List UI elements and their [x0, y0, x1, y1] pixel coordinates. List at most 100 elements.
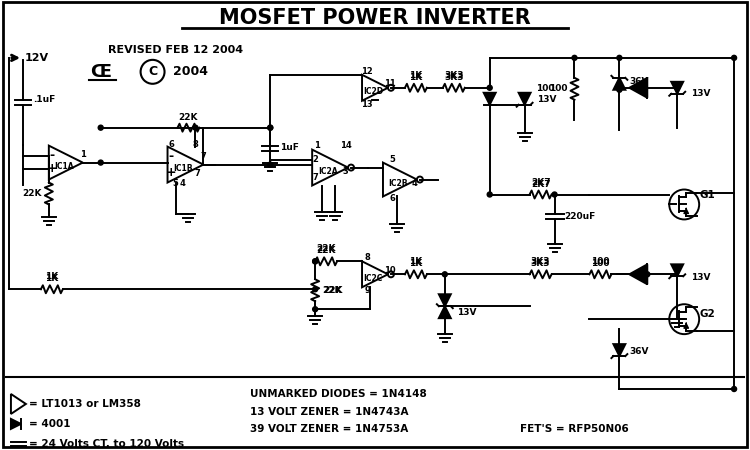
Circle shape: [675, 86, 680, 90]
Text: 7: 7: [313, 173, 318, 182]
Text: MOSFET POWER INVERTER: MOSFET POWER INVERTER: [219, 8, 531, 28]
Text: .1uF: .1uF: [33, 95, 56, 104]
Text: 100: 100: [549, 84, 568, 93]
Text: IC1A: IC1A: [54, 162, 74, 171]
Text: 2K7: 2K7: [531, 177, 550, 186]
Polygon shape: [11, 419, 21, 429]
Text: 22K: 22K: [178, 112, 198, 122]
Text: 13 VOLT ZENER = 1N4743A: 13 VOLT ZENER = 1N4743A: [251, 407, 409, 417]
Circle shape: [268, 125, 273, 130]
Text: G1: G1: [699, 189, 715, 199]
Text: +: +: [165, 166, 176, 179]
Text: G2: G2: [699, 309, 715, 319]
Text: 36V: 36V: [629, 346, 649, 356]
Text: 22K: 22K: [22, 189, 42, 198]
Text: 8: 8: [364, 253, 370, 262]
Circle shape: [193, 125, 198, 130]
Text: 3K3: 3K3: [444, 73, 464, 82]
Polygon shape: [629, 264, 647, 284]
Text: 13V: 13V: [692, 89, 711, 98]
Text: 14: 14: [340, 140, 352, 149]
Circle shape: [731, 387, 736, 392]
Text: FET'S = RFP50N06: FET'S = RFP50N06: [520, 424, 628, 434]
Text: 5: 5: [389, 155, 395, 164]
Text: 22K: 22K: [316, 246, 336, 255]
Text: = LT1013 or LM358: = LT1013 or LM358: [29, 399, 141, 409]
Text: 1uF: 1uF: [280, 143, 299, 152]
Circle shape: [313, 287, 318, 292]
Circle shape: [645, 272, 650, 277]
Text: 9: 9: [364, 286, 370, 295]
Text: 6: 6: [389, 194, 395, 202]
Text: 100: 100: [591, 259, 610, 268]
Text: 5: 5: [172, 179, 178, 188]
Circle shape: [617, 55, 622, 60]
Text: IC2B: IC2B: [388, 179, 408, 188]
Text: 1K: 1K: [410, 259, 422, 268]
Text: 36V: 36V: [629, 77, 649, 86]
Text: 3: 3: [342, 167, 348, 176]
Circle shape: [731, 55, 736, 60]
Text: 13V: 13V: [692, 273, 711, 282]
Text: 7: 7: [200, 152, 206, 161]
Text: IC2A: IC2A: [318, 167, 338, 176]
Text: 1K: 1K: [410, 71, 422, 80]
Circle shape: [442, 272, 447, 277]
Text: 220uF: 220uF: [565, 212, 596, 221]
Text: 2: 2: [312, 155, 318, 164]
Text: 4: 4: [179, 179, 185, 188]
Text: 2K7: 2K7: [531, 180, 550, 189]
Circle shape: [488, 192, 492, 197]
Text: IC1B: IC1B: [174, 164, 194, 173]
Circle shape: [488, 86, 492, 90]
Polygon shape: [614, 78, 626, 90]
Text: REVISED FEB 12 2004: REVISED FEB 12 2004: [108, 45, 243, 55]
Polygon shape: [671, 264, 683, 276]
Text: 3K3: 3K3: [444, 71, 464, 80]
Text: 1: 1: [314, 140, 320, 149]
Text: 11: 11: [384, 79, 396, 88]
Text: IC2C: IC2C: [363, 274, 382, 283]
Text: 3K3: 3K3: [531, 259, 550, 268]
Text: +: +: [46, 162, 57, 175]
Text: 22K: 22K: [323, 286, 343, 295]
Polygon shape: [439, 306, 451, 318]
Circle shape: [313, 307, 318, 312]
Polygon shape: [614, 344, 626, 356]
Circle shape: [552, 192, 557, 197]
Polygon shape: [484, 93, 496, 105]
Text: 4: 4: [412, 179, 418, 188]
Circle shape: [268, 125, 273, 130]
Text: IC2D: IC2D: [363, 87, 383, 96]
Text: 100: 100: [591, 257, 610, 266]
Text: 13V: 13V: [536, 95, 556, 104]
Circle shape: [268, 162, 273, 167]
Circle shape: [313, 259, 318, 264]
Polygon shape: [519, 93, 530, 105]
Polygon shape: [439, 294, 451, 306]
Text: 2004: 2004: [172, 65, 208, 78]
Text: = 4001: = 4001: [29, 419, 70, 429]
Circle shape: [313, 259, 318, 264]
Circle shape: [98, 125, 104, 130]
Text: 1: 1: [80, 149, 86, 158]
Text: 1K: 1K: [410, 257, 422, 266]
Text: 7: 7: [195, 169, 200, 178]
Text: 12: 12: [362, 67, 373, 76]
Text: 1K: 1K: [410, 73, 422, 82]
Text: 22K: 22K: [316, 244, 336, 253]
Text: 6: 6: [169, 140, 175, 148]
Text: 39 VOLT ZENER = 1N4753A: 39 VOLT ZENER = 1N4753A: [251, 424, 409, 434]
Text: = 24 Volts CT. to 120 Volts: = 24 Volts CT. to 120 Volts: [29, 439, 184, 449]
Text: 12V: 12V: [25, 53, 49, 63]
Circle shape: [572, 55, 577, 60]
Text: 100: 100: [536, 84, 554, 93]
Text: 13: 13: [362, 100, 373, 109]
Text: 8: 8: [193, 140, 198, 148]
Polygon shape: [671, 82, 683, 94]
Polygon shape: [629, 78, 647, 98]
Text: -: -: [50, 149, 55, 162]
Text: 1K: 1K: [45, 272, 58, 281]
Text: 1K: 1K: [45, 274, 58, 283]
Text: 22K: 22K: [322, 286, 342, 295]
